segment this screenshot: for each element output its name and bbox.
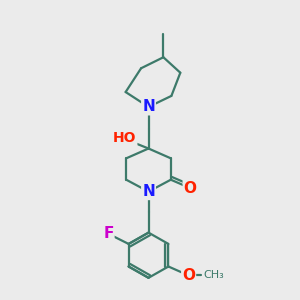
Text: O: O: [182, 268, 195, 283]
Text: F: F: [103, 226, 114, 241]
Text: N: N: [142, 99, 155, 114]
Text: CH₃: CH₃: [203, 270, 224, 280]
Text: HO: HO: [113, 131, 136, 146]
Text: N: N: [142, 184, 155, 199]
Text: O: O: [184, 181, 196, 196]
